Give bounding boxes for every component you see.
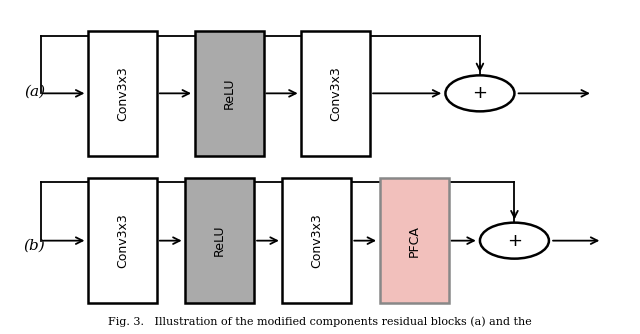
Bar [88, 31, 157, 156]
Text: Conv3x3: Conv3x3 [116, 66, 129, 121]
Text: ReLU: ReLU [223, 77, 236, 109]
Text: PFCA: PFCA [408, 225, 420, 257]
Text: (b): (b) [24, 238, 45, 253]
Bar [380, 178, 449, 303]
Text: ReLU: ReLU [213, 225, 226, 257]
Bar [195, 31, 264, 156]
Text: Conv3x3: Conv3x3 [116, 213, 129, 268]
Bar [88, 178, 157, 303]
Text: Fig. 3.   Illustration of the modified components residual blocks (a) and the: Fig. 3. Illustration of the modified com… [108, 316, 532, 327]
Bar [282, 178, 351, 303]
Text: Conv3x3: Conv3x3 [310, 213, 323, 268]
Bar [185, 178, 254, 303]
Text: +: + [507, 232, 522, 249]
Text: +: + [472, 85, 488, 102]
Text: (a): (a) [24, 85, 45, 99]
Bar [301, 31, 370, 156]
Text: Conv3x3: Conv3x3 [329, 66, 342, 121]
